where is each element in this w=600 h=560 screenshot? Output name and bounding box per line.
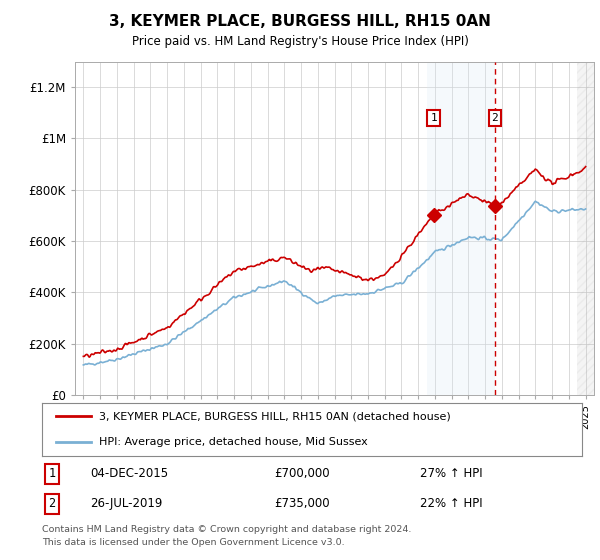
- Text: HPI: Average price, detached house, Mid Sussex: HPI: Average price, detached house, Mid …: [98, 436, 367, 446]
- Text: Contains HM Land Registry data © Crown copyright and database right 2024.: Contains HM Land Registry data © Crown c…: [42, 525, 412, 534]
- Text: 22% ↑ HPI: 22% ↑ HPI: [420, 497, 482, 510]
- Bar: [427, 62, 495, 395]
- Text: 3, KEYMER PLACE, BURGESS HILL, RH15 0AN: 3, KEYMER PLACE, BURGESS HILL, RH15 0AN: [109, 14, 491, 29]
- Text: Price paid vs. HM Land Registry's House Price Index (HPI): Price paid vs. HM Land Registry's House …: [131, 35, 469, 48]
- Text: £700,000: £700,000: [274, 467, 330, 480]
- Text: £735,000: £735,000: [274, 497, 330, 510]
- Text: 1: 1: [430, 113, 437, 123]
- Text: 2: 2: [48, 497, 55, 510]
- Text: 27% ↑ HPI: 27% ↑ HPI: [420, 467, 482, 480]
- Text: 2: 2: [491, 113, 498, 123]
- Text: 04-DEC-2015: 04-DEC-2015: [91, 467, 169, 480]
- Text: 3, KEYMER PLACE, BURGESS HILL, RH15 0AN (detached house): 3, KEYMER PLACE, BURGESS HILL, RH15 0AN …: [98, 412, 451, 422]
- Text: 26-JUL-2019: 26-JUL-2019: [91, 497, 163, 510]
- Text: 1: 1: [48, 467, 55, 480]
- Text: This data is licensed under the Open Government Licence v3.0.: This data is licensed under the Open Gov…: [42, 538, 344, 547]
- Bar: [577, 62, 594, 395]
